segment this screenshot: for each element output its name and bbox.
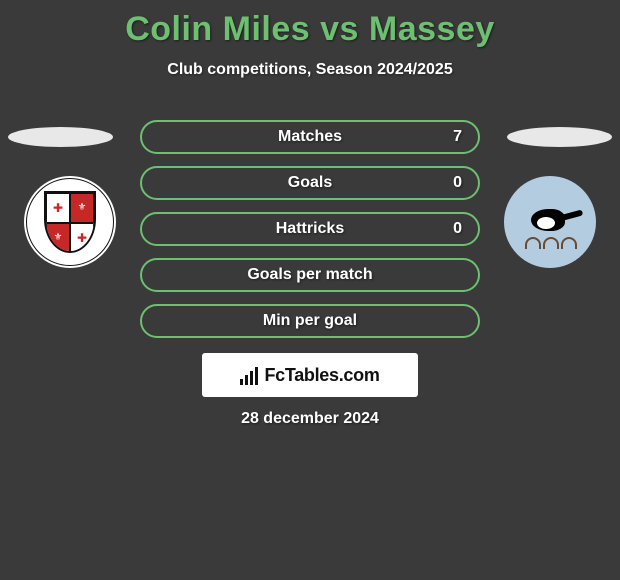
branding-text: FcTables.com (264, 365, 379, 386)
stat-label: Goals (288, 174, 332, 192)
stat-label: Goals per match (247, 266, 372, 284)
page-subtitle: Club competitions, Season 2024/2025 (0, 61, 620, 79)
stat-value-right: 7 (453, 128, 462, 146)
stat-row-goals-per-match: Goals per match (140, 258, 480, 292)
branding-box: FcTables.com (202, 353, 418, 397)
right-player-slot-ellipse (507, 127, 612, 147)
bar-chart-icon (240, 365, 258, 385)
stat-label: Hattricks (276, 220, 344, 238)
stats-comparison: Matches 7 Goals 0 Hattricks 0 Goals per … (140, 120, 480, 350)
footer-date: 28 december 2024 (0, 410, 620, 428)
right-club-badge (504, 176, 596, 268)
stat-label: Min per goal (263, 312, 357, 330)
stat-row-min-per-goal: Min per goal (140, 304, 480, 338)
stat-row-goals: Goals 0 (140, 166, 480, 200)
bridge-icon (523, 231, 577, 249)
stat-value-right: 0 (453, 174, 462, 192)
left-club-badge (24, 176, 116, 268)
shield-icon (44, 191, 96, 253)
stat-label: Matches (278, 128, 342, 146)
stat-row-matches: Matches 7 (140, 120, 480, 154)
stat-row-hattricks: Hattricks 0 (140, 212, 480, 246)
stat-value-right: 0 (453, 220, 462, 238)
left-player-slot-ellipse (8, 127, 113, 147)
magpie-icon (515, 187, 585, 257)
page-title: Colin Miles vs Massey (0, 0, 620, 49)
